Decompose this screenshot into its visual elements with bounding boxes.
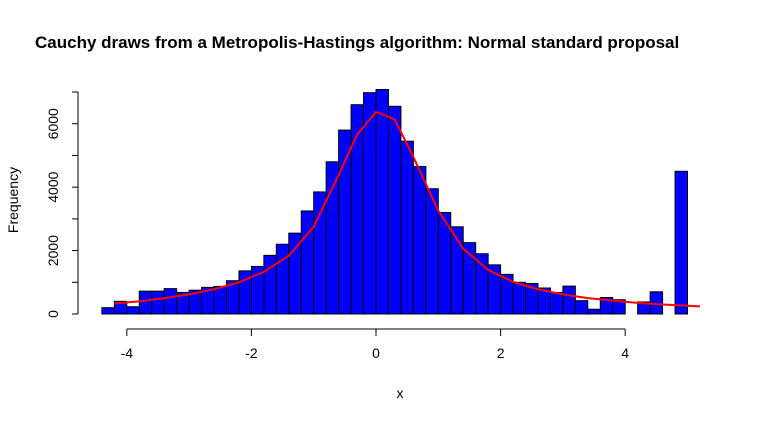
histogram-bar bbox=[400, 140, 414, 315]
histogram-bar bbox=[674, 170, 688, 315]
y-axis-label: Frequency bbox=[5, 167, 21, 233]
histogram-bar bbox=[412, 166, 427, 315]
x-tick-label: -4 bbox=[121, 345, 134, 361]
histogram-bar bbox=[612, 299, 626, 315]
x-axis: -4 -2 0 2 4 bbox=[121, 328, 629, 361]
y-tick-label: 2000 bbox=[45, 235, 61, 266]
bars-group bbox=[101, 88, 688, 315]
histogram-bar bbox=[338, 129, 352, 315]
y-tick-label: 4000 bbox=[45, 171, 61, 202]
histogram-bar bbox=[562, 285, 576, 315]
y-tick-label: 6000 bbox=[45, 108, 61, 139]
histogram-bar bbox=[587, 308, 601, 315]
histogram-bar bbox=[475, 253, 489, 315]
x-tick-label: 2 bbox=[497, 345, 505, 361]
histogram-bar bbox=[126, 306, 140, 315]
histogram-bar bbox=[138, 290, 153, 315]
histogram-bar bbox=[151, 290, 165, 315]
histogram-bar bbox=[387, 105, 402, 315]
chart-title: Cauchy draws from a Metropolis-Hastings … bbox=[35, 33, 679, 52]
y-axis: 0 2000 4000 6000 bbox=[45, 91, 79, 318]
histogram-bar bbox=[375, 88, 389, 315]
histogram-bar bbox=[325, 161, 340, 315]
histogram-bar bbox=[101, 307, 115, 315]
histogram-bar bbox=[512, 281, 527, 315]
histogram-bar bbox=[549, 291, 564, 315]
histogram-bar bbox=[574, 300, 589, 315]
histogram-bar bbox=[300, 210, 315, 315]
histogram-bar bbox=[313, 191, 327, 315]
x-tick-label: 4 bbox=[621, 345, 629, 361]
histogram-bar bbox=[275, 243, 290, 315]
x-tick-label: -2 bbox=[245, 345, 258, 361]
histogram-bar bbox=[213, 285, 227, 315]
density-curve bbox=[114, 110, 701, 308]
histogram-bar bbox=[163, 288, 178, 315]
x-tick-label: 0 bbox=[372, 345, 380, 361]
x-axis-label: x bbox=[397, 385, 404, 401]
histogram-bar bbox=[288, 232, 302, 315]
y-tick-label: 0 bbox=[45, 310, 61, 318]
